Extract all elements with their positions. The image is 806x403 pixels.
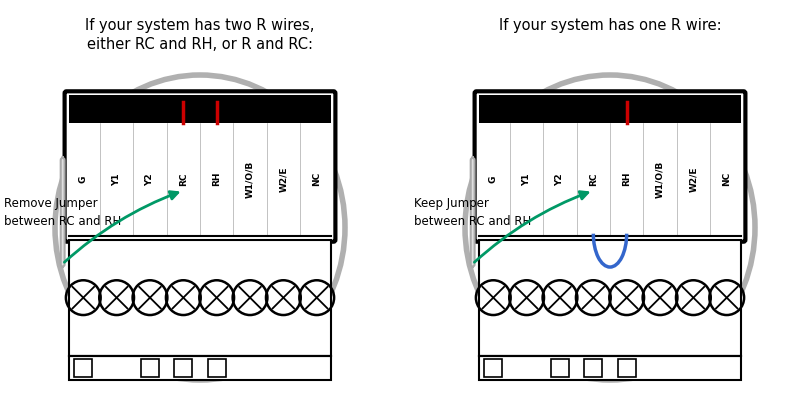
Bar xyxy=(141,359,159,377)
Text: RC: RC xyxy=(179,172,188,186)
Bar xyxy=(584,359,602,377)
FancyBboxPatch shape xyxy=(64,91,335,242)
FancyBboxPatch shape xyxy=(60,158,64,267)
Text: W1/O/B: W1/O/B xyxy=(655,161,664,198)
Bar xyxy=(617,359,636,377)
Bar xyxy=(479,95,742,123)
Bar xyxy=(69,355,331,380)
Text: Y2: Y2 xyxy=(555,173,564,185)
Bar xyxy=(69,123,331,236)
Text: Y2: Y2 xyxy=(145,173,155,185)
Text: RC: RC xyxy=(589,172,598,186)
FancyBboxPatch shape xyxy=(475,91,746,242)
Text: Y1: Y1 xyxy=(112,173,121,185)
Text: W1/O/B: W1/O/B xyxy=(246,161,255,198)
FancyBboxPatch shape xyxy=(471,158,475,267)
Text: If your system has two R wires,
either RC and RH, or R and RC:: If your system has two R wires, either R… xyxy=(85,18,314,52)
Bar xyxy=(74,359,93,377)
Bar xyxy=(479,355,742,380)
Text: NC: NC xyxy=(312,172,322,186)
Text: RH: RH xyxy=(212,172,221,187)
Text: If your system has one R wire:: If your system has one R wire: xyxy=(499,18,721,33)
Text: G: G xyxy=(488,176,498,183)
Text: NC: NC xyxy=(722,172,731,186)
Text: G: G xyxy=(79,176,88,183)
Bar xyxy=(550,359,569,377)
Text: Remove Jumper
between RC and RH: Remove Jumper between RC and RH xyxy=(4,197,121,228)
Bar xyxy=(69,95,331,123)
Text: Y1: Y1 xyxy=(522,173,531,185)
Text: W2/E: W2/E xyxy=(279,166,288,192)
Bar xyxy=(207,359,226,377)
Bar xyxy=(479,240,742,355)
Text: Keep Jumper
between RC and RH: Keep Jumper between RC and RH xyxy=(414,197,531,228)
Bar xyxy=(484,359,502,377)
Text: RH: RH xyxy=(622,172,631,187)
Bar xyxy=(69,240,331,355)
Bar xyxy=(174,359,193,377)
Text: W2/E: W2/E xyxy=(689,166,698,192)
Bar xyxy=(479,123,742,236)
